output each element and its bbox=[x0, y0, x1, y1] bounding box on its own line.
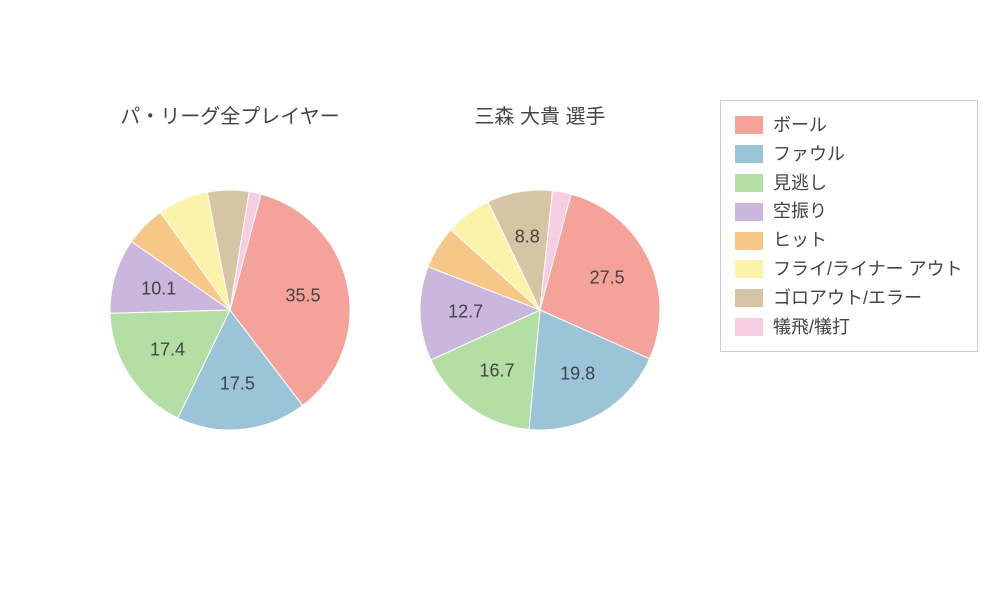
legend-swatch bbox=[735, 260, 763, 278]
chart-title-player: 三森 大貴 選手 bbox=[410, 100, 670, 129]
chart-title-league: パ・リーグ全プレイヤー bbox=[100, 100, 360, 129]
legend-swatch bbox=[735, 145, 763, 163]
pie-value-label: 8.8 bbox=[515, 226, 540, 247]
legend-label: 空振り bbox=[773, 197, 827, 226]
legend-item-looking: 見逃し bbox=[735, 169, 963, 198]
pie-value-label: 16.7 bbox=[479, 360, 514, 381]
pie-league bbox=[108, 188, 352, 432]
pie-value-label: 17.5 bbox=[220, 374, 255, 395]
legend-swatch bbox=[735, 116, 763, 134]
legend-item-foul: ファウル bbox=[735, 140, 963, 169]
legend-swatch bbox=[735, 203, 763, 221]
legend-label: ヒット bbox=[773, 226, 827, 255]
legend-label: フライ/ライナー アウト bbox=[773, 255, 963, 284]
legend-item-swing: 空振り bbox=[735, 197, 963, 226]
legend-label: ファウル bbox=[773, 140, 845, 169]
legend-swatch bbox=[735, 174, 763, 192]
legend-item-ball: ボール bbox=[735, 111, 963, 140]
pie-value-label: 17.4 bbox=[150, 340, 185, 361]
legend: ボールファウル見逃し空振りヒットフライ/ライナー アウトゴロアウト/エラー犠飛/… bbox=[720, 100, 978, 352]
legend-item-sac: 犠飛/犠打 bbox=[735, 313, 963, 342]
legend-swatch bbox=[735, 289, 763, 307]
legend-swatch bbox=[735, 232, 763, 250]
legend-item-grounderr: ゴロアウト/エラー bbox=[735, 284, 963, 313]
pie-value-label: 27.5 bbox=[590, 267, 625, 288]
legend-label: 犠飛/犠打 bbox=[773, 313, 850, 342]
pie-value-label: 10.1 bbox=[141, 278, 176, 299]
legend-label: ゴロアウト/エラー bbox=[773, 284, 922, 313]
legend-swatch bbox=[735, 318, 763, 336]
legend-item-flyliner: フライ/ライナー アウト bbox=[735, 255, 963, 284]
legend-item-hit: ヒット bbox=[735, 226, 963, 255]
pie-value-label: 12.7 bbox=[448, 302, 483, 323]
pie-value-label: 35.5 bbox=[285, 285, 320, 306]
legend-label: ボール bbox=[773, 111, 827, 140]
legend-label: 見逃し bbox=[773, 169, 827, 198]
pie-value-label: 19.8 bbox=[560, 364, 595, 385]
